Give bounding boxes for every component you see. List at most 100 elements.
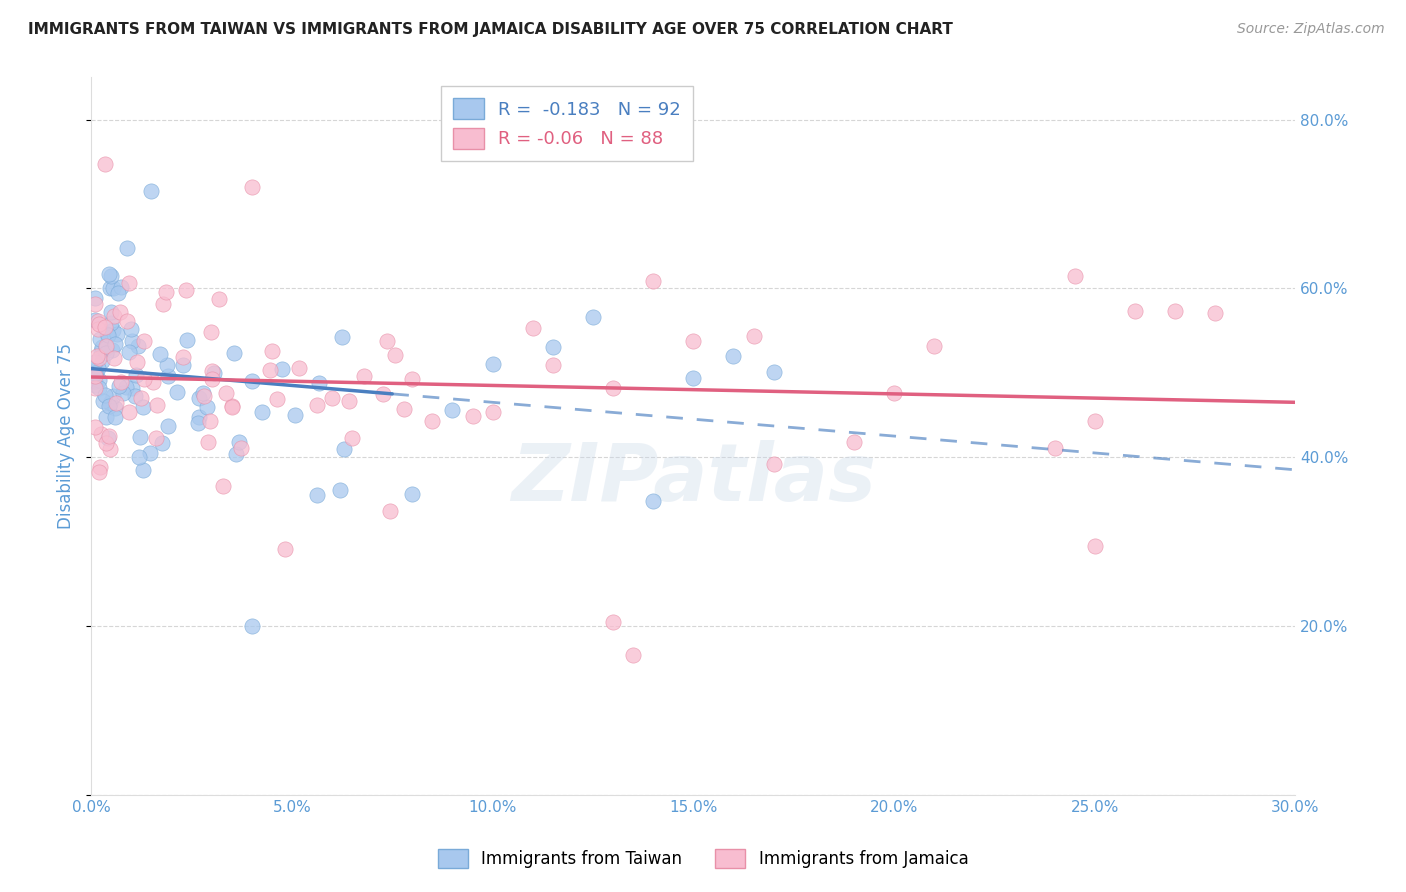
Point: [125, 368, 148, 383]
Point: [883, 386, 905, 401]
Point: [643, 494, 665, 508]
Point: [94, 346, 117, 360]
Point: [86, 349, 108, 363]
Point: [240, 374, 263, 388]
Point: [87, 313, 110, 327]
Point: [271, 362, 294, 376]
Point: [321, 392, 343, 406]
Point: [259, 362, 281, 376]
Point: [155, 285, 177, 299]
Point: [98, 267, 121, 281]
Point: [132, 372, 155, 386]
Point: [84, 291, 107, 305]
Point: [90, 427, 112, 442]
Point: [97, 328, 120, 343]
Point: [89, 460, 111, 475]
Point: [1084, 414, 1107, 428]
Point: [104, 409, 127, 424]
Point: [110, 376, 132, 390]
Point: [682, 334, 704, 348]
Point: [401, 372, 423, 386]
Point: [337, 393, 360, 408]
Point: [156, 358, 179, 372]
Point: [86, 360, 108, 375]
Point: [103, 323, 125, 337]
Point: [84, 366, 107, 380]
Point: [200, 414, 222, 428]
Point: [1063, 268, 1085, 283]
Point: [188, 391, 211, 405]
Point: [266, 392, 288, 407]
Point: [90, 344, 112, 359]
Point: [94, 157, 117, 171]
Point: [176, 333, 198, 347]
Point: [329, 483, 352, 497]
Point: [274, 542, 297, 557]
Point: [87, 381, 110, 395]
Point: [621, 648, 644, 663]
Point: [215, 386, 238, 401]
Point: [602, 615, 624, 629]
Point: [461, 409, 484, 424]
Point: [1164, 303, 1187, 318]
Point: [89, 332, 111, 346]
Point: [145, 431, 167, 445]
Point: [118, 345, 141, 359]
Point: [94, 338, 117, 352]
Point: [84, 378, 107, 392]
Point: [118, 404, 141, 418]
Point: [105, 326, 128, 341]
Point: [522, 321, 544, 335]
Point: [1084, 539, 1107, 553]
Point: [152, 297, 174, 311]
Point: [98, 428, 121, 442]
Point: [100, 268, 122, 283]
Point: [762, 457, 785, 471]
Point: [260, 343, 283, 358]
Point: [682, 370, 704, 384]
Point: [762, 365, 785, 379]
Point: [222, 346, 245, 360]
Point: [441, 402, 464, 417]
Point: [103, 309, 125, 323]
Point: [115, 313, 138, 327]
Point: [384, 348, 406, 362]
Point: [87, 322, 110, 336]
Point: [211, 478, 233, 492]
Point: [723, 350, 745, 364]
Point: [157, 368, 180, 383]
Point: [103, 281, 125, 295]
Point: [108, 379, 131, 393]
Point: [240, 619, 263, 633]
Point: [89, 351, 111, 366]
Point: [128, 450, 150, 464]
Point: [89, 318, 111, 332]
Point: [602, 381, 624, 395]
Point: [110, 280, 132, 294]
Point: [197, 435, 219, 450]
Point: [124, 389, 146, 403]
Point: [392, 401, 415, 416]
Point: [84, 374, 107, 388]
Text: IMMIGRANTS FROM TAIWAN VS IMMIGRANTS FROM JAMAICA DISABILITY AGE OVER 75 CORRELA: IMMIGRANTS FROM TAIWAN VS IMMIGRANTS FRO…: [28, 22, 953, 37]
Point: [100, 305, 122, 319]
Point: [104, 336, 127, 351]
Point: [84, 368, 107, 383]
Point: [284, 408, 307, 422]
Point: [1123, 304, 1146, 318]
Point: [84, 420, 107, 434]
Point: [922, 339, 945, 353]
Point: [100, 395, 122, 409]
Point: [172, 350, 194, 364]
Point: [188, 409, 211, 424]
Text: ZIPatlas: ZIPatlas: [510, 440, 876, 518]
Point: [90, 354, 112, 368]
Point: [114, 380, 136, 394]
Point: [101, 389, 124, 403]
Point: [104, 396, 127, 410]
Point: [422, 413, 444, 427]
Point: [541, 358, 564, 372]
Point: [172, 358, 194, 372]
Point: [94, 436, 117, 450]
Point: [481, 357, 503, 371]
